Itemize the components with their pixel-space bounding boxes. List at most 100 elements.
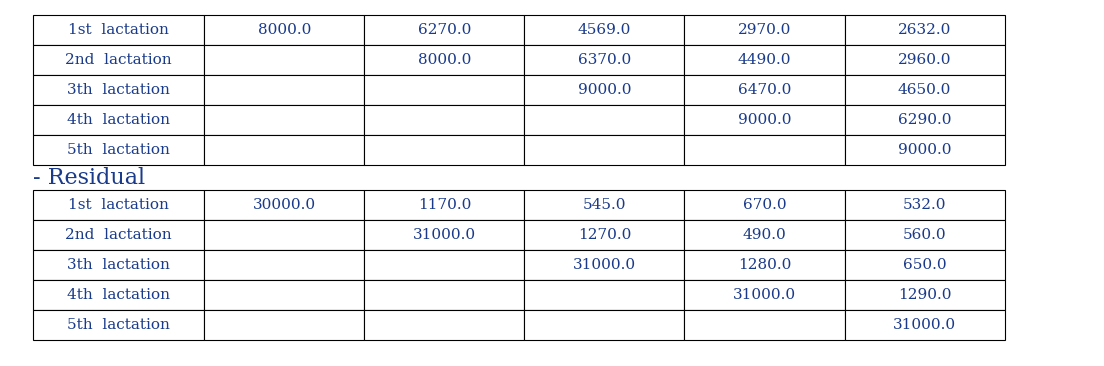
Bar	[684, 280, 845, 310]
Bar	[684, 310, 845, 340]
Bar	[845, 190, 1005, 220]
Text: 6290.0: 6290.0	[898, 113, 952, 127]
Text: 4th  lactation: 4th lactation	[67, 288, 170, 302]
Bar	[204, 135, 364, 165]
Bar	[524, 250, 684, 280]
Bar	[684, 15, 845, 45]
Bar	[204, 45, 364, 75]
Bar	[364, 15, 524, 45]
Text: 8000.0: 8000.0	[257, 23, 311, 37]
Bar	[845, 250, 1005, 280]
Text: 9000.0: 9000.0	[737, 113, 792, 127]
Text: 650.0: 650.0	[903, 258, 946, 272]
Bar	[33, 250, 204, 280]
Bar	[524, 280, 684, 310]
Text: 6370.0: 6370.0	[577, 53, 631, 67]
Bar	[33, 190, 204, 220]
Bar	[364, 190, 524, 220]
Bar	[33, 135, 204, 165]
Bar	[524, 45, 684, 75]
Bar	[204, 15, 364, 45]
Bar	[33, 220, 204, 250]
Text: 5th  lactation: 5th lactation	[67, 318, 170, 332]
Text: 4490.0: 4490.0	[737, 53, 792, 67]
Bar	[845, 310, 1005, 340]
Bar	[845, 15, 1005, 45]
Bar	[524, 105, 684, 135]
Bar	[845, 105, 1005, 135]
Bar	[204, 250, 364, 280]
Bar	[33, 15, 204, 45]
Text: 3th  lactation: 3th lactation	[67, 83, 170, 97]
Text: 4th  lactation: 4th lactation	[67, 113, 170, 127]
Text: 1290.0: 1290.0	[898, 288, 952, 302]
Text: 2nd  lactation: 2nd lactation	[65, 228, 172, 242]
Bar	[204, 280, 364, 310]
Text: 4650.0: 4650.0	[898, 83, 952, 97]
Bar	[33, 45, 204, 75]
Bar	[364, 135, 524, 165]
Bar	[524, 220, 684, 250]
Text: 1270.0: 1270.0	[577, 228, 631, 242]
Bar	[684, 135, 845, 165]
Bar	[204, 310, 364, 340]
Text: 5th  lactation: 5th lactation	[67, 143, 170, 157]
Text: 2nd  lactation: 2nd lactation	[65, 53, 172, 67]
Text: - Residual: - Residual	[33, 167, 146, 188]
Bar	[684, 190, 845, 220]
Text: 2970.0: 2970.0	[737, 23, 792, 37]
Text: 8000.0: 8000.0	[417, 53, 471, 67]
Bar	[684, 250, 845, 280]
Bar	[364, 105, 524, 135]
Bar	[524, 310, 684, 340]
Text: 31000.0: 31000.0	[733, 288, 796, 302]
Bar	[204, 220, 364, 250]
Bar	[845, 280, 1005, 310]
Bar	[33, 310, 204, 340]
Bar	[204, 190, 364, 220]
Text: 2632.0: 2632.0	[898, 23, 952, 37]
Text: 9000.0: 9000.0	[898, 143, 952, 157]
Bar	[684, 220, 845, 250]
Bar	[684, 75, 845, 105]
Text: 545.0: 545.0	[583, 198, 626, 212]
Text: 6470.0: 6470.0	[737, 83, 792, 97]
Bar	[364, 280, 524, 310]
Bar	[524, 15, 684, 45]
Text: 1170.0: 1170.0	[417, 198, 471, 212]
Text: 31000.0: 31000.0	[573, 258, 636, 272]
Text: 1st  lactation: 1st lactation	[68, 23, 169, 37]
Bar	[845, 135, 1005, 165]
Bar	[845, 75, 1005, 105]
Text: 490.0: 490.0	[743, 228, 786, 242]
Bar	[845, 220, 1005, 250]
Text: 30000.0: 30000.0	[253, 198, 316, 212]
Text: 9000.0: 9000.0	[577, 83, 631, 97]
Text: 2960.0: 2960.0	[898, 53, 952, 67]
Text: 560.0: 560.0	[903, 228, 946, 242]
Text: 1st  lactation: 1st lactation	[68, 198, 169, 212]
Bar	[524, 135, 684, 165]
Bar	[33, 105, 204, 135]
Bar	[204, 75, 364, 105]
Text: 3th  lactation: 3th lactation	[67, 258, 170, 272]
Bar	[364, 220, 524, 250]
Bar	[364, 45, 524, 75]
Text: 1280.0: 1280.0	[737, 258, 792, 272]
Text: 6270.0: 6270.0	[417, 23, 471, 37]
Bar	[204, 105, 364, 135]
Text: 31000.0: 31000.0	[893, 318, 956, 332]
Bar	[524, 190, 684, 220]
Bar	[684, 45, 845, 75]
Bar	[845, 45, 1005, 75]
Text: 532.0: 532.0	[903, 198, 946, 212]
Text: 4569.0: 4569.0	[577, 23, 631, 37]
Bar	[524, 75, 684, 105]
Text: 670.0: 670.0	[743, 198, 786, 212]
Bar	[364, 310, 524, 340]
Bar	[364, 250, 524, 280]
Bar	[33, 75, 204, 105]
Text: 31000.0: 31000.0	[413, 228, 476, 242]
Bar	[684, 105, 845, 135]
Bar	[33, 280, 204, 310]
